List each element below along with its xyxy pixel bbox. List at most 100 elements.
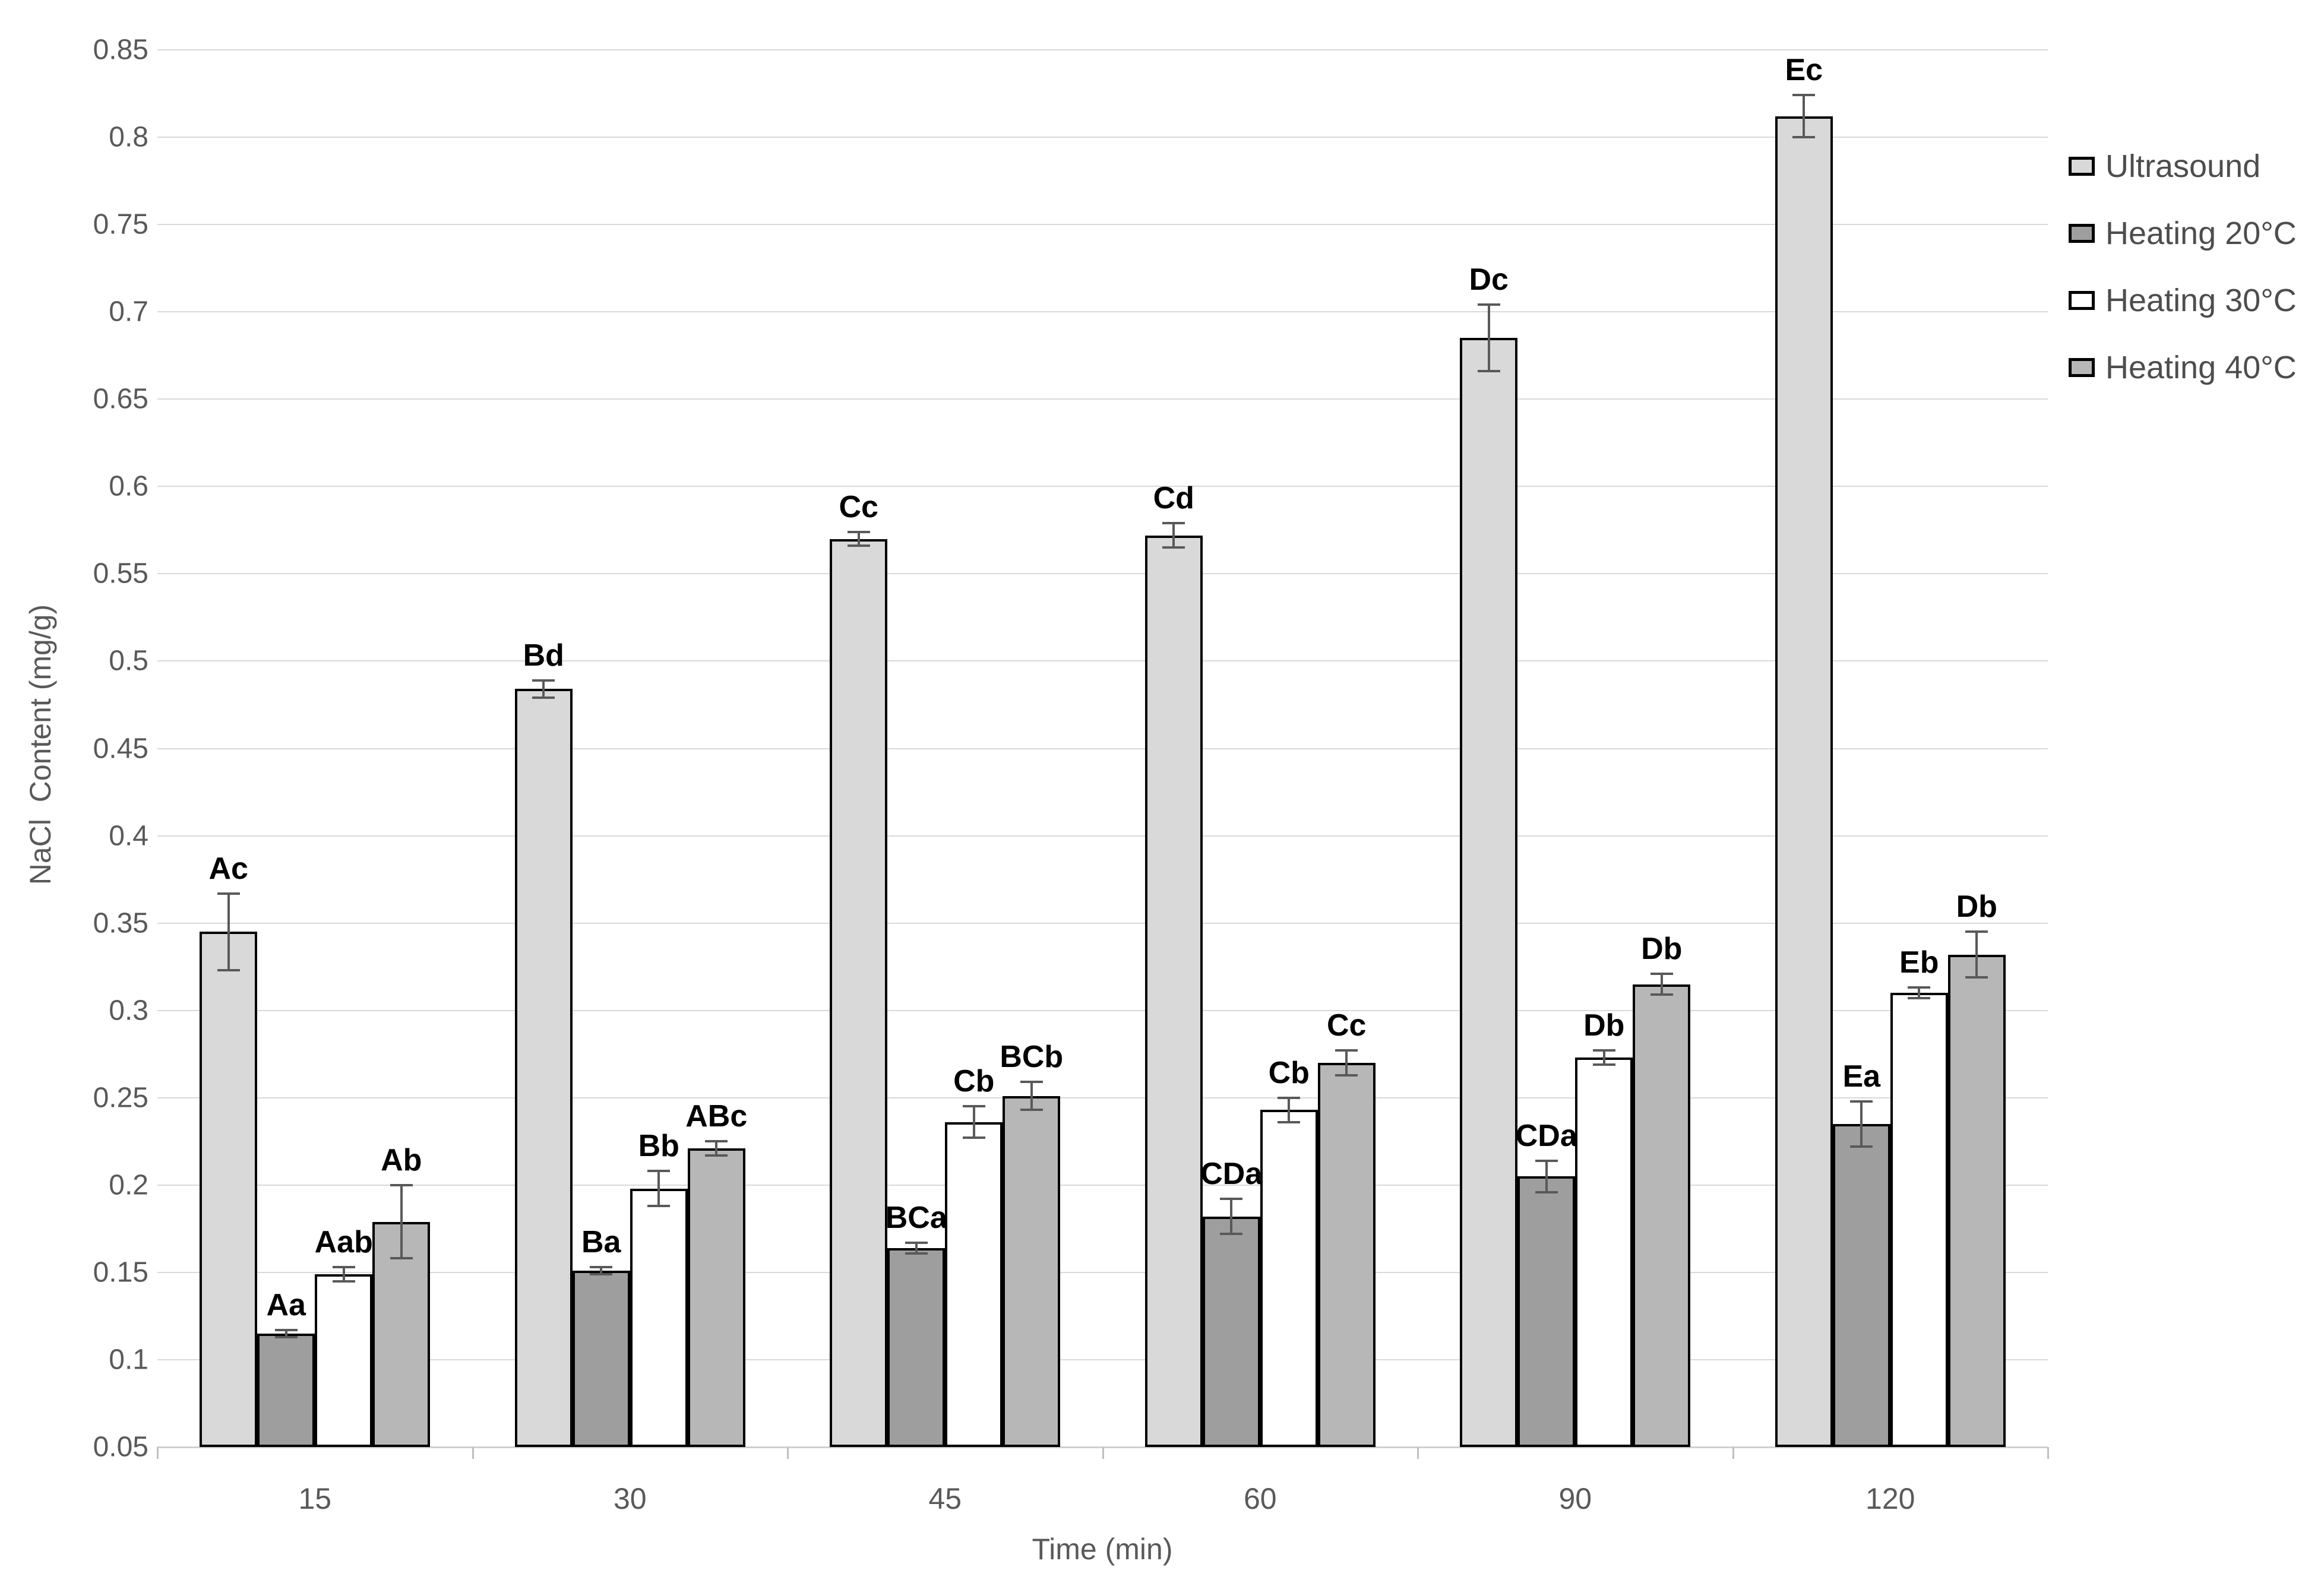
error-bar-cap xyxy=(1850,1145,1873,1148)
error-bar xyxy=(1172,523,1175,548)
error-bar xyxy=(1860,1101,1863,1147)
error-bar xyxy=(715,1141,718,1155)
bar-heating-30°c-60 xyxy=(1260,1110,1318,1447)
bar-label: Aa xyxy=(266,1287,306,1322)
error-bar-cap xyxy=(532,679,555,682)
error-bar xyxy=(400,1185,403,1259)
bar-heating-40°c-120 xyxy=(1947,954,2006,1447)
error-bar-cap xyxy=(217,892,240,895)
bar-label: Cc xyxy=(1327,1008,1367,1043)
error-bar-cap xyxy=(1650,972,1673,975)
error-bar-cap xyxy=(217,969,240,972)
x-axis-tick xyxy=(1732,1447,1734,1459)
error-bar-cap xyxy=(1162,522,1185,525)
x-tick-label: 60 xyxy=(1243,1482,1277,1515)
x-axis-tick xyxy=(472,1447,474,1459)
y-tick-label: 0.45 xyxy=(93,733,148,764)
bar-label: BCb xyxy=(1000,1040,1064,1075)
gridline xyxy=(157,1271,2048,1273)
bar-heating-40°c-60 xyxy=(1317,1062,1376,1447)
bar-ultrasound-45 xyxy=(830,539,888,1447)
gridline xyxy=(157,398,2048,400)
bar-heating-20°c-60 xyxy=(1202,1216,1260,1447)
error-bar xyxy=(284,1329,287,1337)
bar-label: Ab xyxy=(381,1142,422,1177)
bar-ultrasound-15 xyxy=(200,932,258,1447)
error-bar-cap xyxy=(1278,1120,1301,1123)
error-bar-cap xyxy=(647,1170,671,1173)
error-bar xyxy=(1545,1160,1548,1192)
bar-heating-30°c-30 xyxy=(630,1188,688,1447)
gridline xyxy=(157,311,2048,313)
error-bar-cap xyxy=(1335,1074,1358,1077)
bar-label: Aab xyxy=(314,1225,373,1260)
error-bar xyxy=(1803,95,1806,138)
x-axis-title: Time (min) xyxy=(1032,1533,1173,1566)
error-bar-cap xyxy=(705,1140,728,1143)
gridline xyxy=(157,137,2048,138)
bar-heating-40°c-90 xyxy=(1633,984,1691,1447)
error-bar-cap xyxy=(274,1328,298,1331)
error-bar-cap xyxy=(1965,930,1988,933)
gridline xyxy=(157,573,2048,575)
bar-heating-30°c-45 xyxy=(945,1122,1003,1447)
y-tick-label: 0.55 xyxy=(93,558,148,590)
error-bar-cap xyxy=(1850,1100,1873,1103)
error-bar xyxy=(1345,1050,1348,1075)
error-bar-cap xyxy=(905,1252,928,1255)
bar-label: Bb xyxy=(638,1129,679,1164)
error-bar-cap xyxy=(1535,1191,1558,1193)
error-bar-cap xyxy=(905,1241,928,1244)
bar-label: CDa xyxy=(1200,1157,1263,1192)
bar-label: Eb xyxy=(1899,945,1939,980)
gridline xyxy=(157,748,2048,749)
legend-item-heating-30°c: Heating 30°C xyxy=(2069,283,2297,318)
error-bar xyxy=(1918,987,1921,999)
error-bar-cap xyxy=(1335,1049,1358,1052)
error-bar-cap xyxy=(1477,370,1500,373)
bar-label: Ac xyxy=(208,851,248,886)
x-axis-tick xyxy=(787,1447,789,1459)
gridline xyxy=(157,1359,2048,1360)
error-bar-cap xyxy=(1278,1096,1301,1099)
y-tick-label: 0.35 xyxy=(93,907,148,939)
gridline xyxy=(157,486,2048,487)
legend-label: Heating 20°C xyxy=(2105,216,2297,251)
y-tick-label: 0.25 xyxy=(93,1082,148,1114)
error-bar xyxy=(1288,1097,1291,1122)
bar-label: Db xyxy=(1641,931,1683,966)
error-bar-cap xyxy=(962,1136,985,1139)
error-bar-cap xyxy=(590,1266,613,1269)
gridline xyxy=(157,922,2048,924)
bar-label: Ba xyxy=(581,1225,621,1260)
legend: Ultrasound Heating 20°C Heating 30°C Heatin… xyxy=(2069,148,2297,420)
bar-label: Bd xyxy=(523,638,564,673)
error-bar-cap xyxy=(1020,1081,1043,1084)
legend-item-ultrasound: Ultrasound xyxy=(2069,148,2297,184)
bar-heating-40°c-30 xyxy=(687,1148,745,1447)
error-bar-cap xyxy=(847,530,870,533)
error-bar xyxy=(657,1171,660,1207)
error-bar xyxy=(1030,1082,1033,1110)
legend-swatch xyxy=(2069,291,2095,310)
x-axis-tick xyxy=(1102,1447,1104,1459)
error-bar-cap xyxy=(1220,1233,1243,1236)
error-bar-cap xyxy=(647,1205,671,1208)
error-bar xyxy=(1660,973,1663,995)
bar-label: Dc xyxy=(1469,262,1509,297)
error-bar xyxy=(1602,1050,1605,1065)
y-tick-label: 0.7 xyxy=(109,296,148,328)
y-axis-title: NaCl Content (mg/g) xyxy=(24,604,57,885)
legend-item-heating-20°c: Heating 20°C xyxy=(2069,216,2297,251)
y-tick-label: 0.05 xyxy=(93,1431,148,1463)
y-tick-label: 0.4 xyxy=(109,820,148,852)
x-tick-label: 45 xyxy=(928,1482,962,1515)
error-bar xyxy=(1487,305,1490,372)
error-bar-cap xyxy=(1220,1198,1243,1201)
bar-ultrasound-120 xyxy=(1775,116,1833,1447)
bar-heating-20°c-30 xyxy=(572,1270,630,1447)
bar-heating-20°c-15 xyxy=(257,1333,315,1447)
legend-label: Ultrasound xyxy=(2105,148,2261,184)
legend-label: Heating 40°C xyxy=(2105,350,2297,385)
